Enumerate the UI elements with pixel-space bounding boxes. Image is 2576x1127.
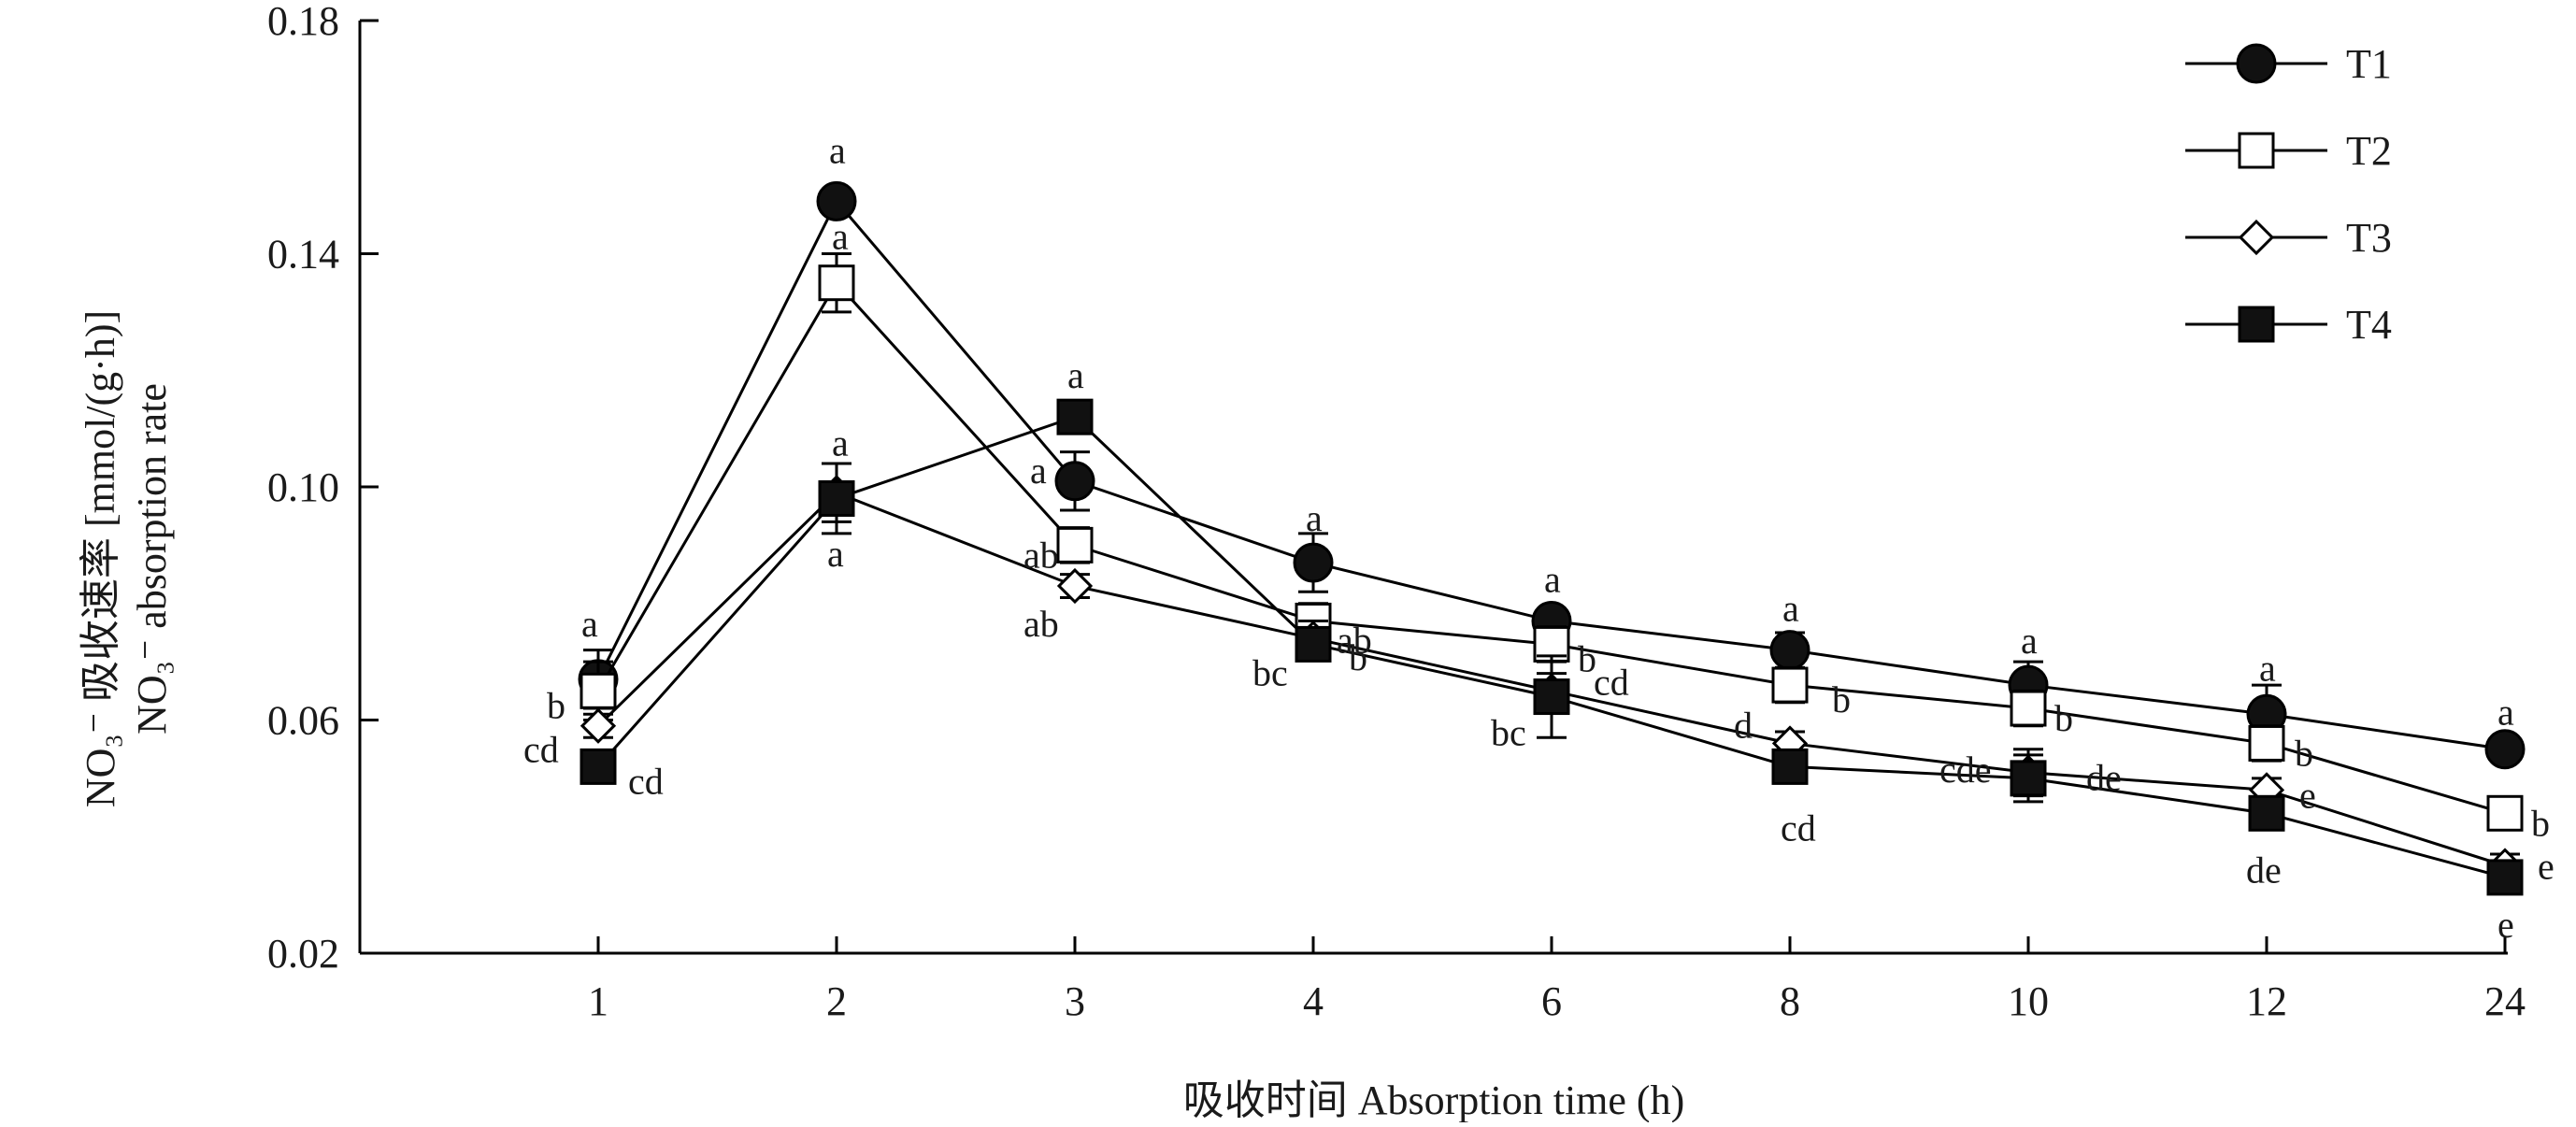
significance-label: a (2021, 620, 2038, 662)
data-point (1293, 542, 1334, 583)
series-T2 (580, 252, 2524, 832)
significance-label: a (1782, 588, 1799, 630)
x-axis-title: 吸收时间 Absorption time (h) (1183, 1077, 1685, 1122)
x-tick-label: 24 (2484, 978, 2526, 1024)
legend-label: T1 (2346, 41, 2392, 87)
significance-label: b (547, 684, 565, 726)
significance-label: e (2538, 845, 2555, 887)
data-point (580, 748, 617, 785)
y-axis-title-line2: NO₃⁻ absorption rate (129, 383, 175, 735)
legend-label: T4 (2346, 302, 2392, 348)
legend-item-T1: T1 (2185, 41, 2392, 87)
data-point (2484, 729, 2526, 770)
significance-label: cd (1594, 661, 1629, 703)
significance-label: a (2497, 692, 2514, 734)
significance-label: cd (628, 760, 664, 802)
significance-label: a (1030, 449, 1047, 492)
significance-label: ab (1023, 534, 1059, 576)
data-point (1771, 748, 1809, 785)
x-tick-label: 2 (826, 978, 847, 1024)
significance-label: de (2086, 757, 2122, 799)
legend-marker (2238, 219, 2275, 256)
significance-label: cde (1939, 749, 1992, 791)
data-point (1771, 666, 1809, 704)
data-point (1533, 678, 1570, 716)
significance-label: b (2054, 697, 2073, 739)
data-point (580, 707, 617, 744)
significance-label: cd (1781, 806, 1816, 849)
series-T4 (580, 398, 2524, 896)
data-point (1056, 398, 1094, 435)
significance-label: de (2246, 849, 2282, 891)
y-tick-label: 0.02 (267, 931, 339, 977)
significance-label: b (1349, 636, 1367, 678)
data-point (2486, 859, 2524, 896)
y-tick-label: 0.10 (267, 464, 339, 510)
significance-label: a (832, 421, 849, 464)
legend-item-T3: T3 (2185, 215, 2392, 261)
significance-label: e (2299, 774, 2316, 816)
legend-marker (2238, 132, 2275, 169)
significance-label: bc (1491, 712, 1526, 754)
x-tick-label: 4 (1303, 978, 1324, 1024)
significance-label: a (827, 533, 844, 575)
significance-label: a (1544, 558, 1561, 600)
axes (358, 21, 2508, 955)
x-tick-label: 3 (1065, 978, 1085, 1024)
x-ticks: 1 2 3 4 6 8 10 12 24 (588, 936, 2526, 1024)
significance-label: a (1306, 497, 1323, 539)
data-point (2248, 794, 2285, 832)
data-point (2010, 690, 2047, 727)
significance-label: cd (523, 729, 559, 771)
significance-label: a (581, 603, 598, 645)
y-axis-title-line1: NO₃⁻ 吸收速率 [mmol/(g·h)] (78, 310, 123, 807)
data-point (1295, 625, 1332, 663)
x-tick-label: 1 (588, 978, 608, 1024)
x-tick-label: 6 (1541, 978, 1562, 1024)
data-point (816, 180, 857, 221)
x-tick-label: 8 (1780, 978, 1800, 1024)
data-point (1056, 567, 1094, 605)
significance-label: d (1734, 704, 1753, 746)
data-point (2486, 794, 2524, 832)
legend-label: T2 (2346, 128, 2392, 174)
significance-label: a (832, 216, 849, 258)
data-point (2010, 760, 2047, 797)
series-layer (578, 180, 2526, 896)
significance-label: bc (1252, 651, 1288, 693)
significance-label: e (2497, 904, 2514, 946)
data-point (818, 479, 855, 517)
y-tick-label: 0.18 (267, 0, 339, 44)
significance-label: ab (1337, 619, 1372, 661)
data-point (580, 672, 617, 709)
legend-item-T4: T4 (2185, 302, 2392, 348)
significance-label: b (1578, 637, 1596, 679)
legend-item-T2: T2 (2185, 128, 2392, 174)
data-point (2248, 724, 2285, 762)
data-point (1769, 630, 1810, 671)
significance-label: a (2259, 647, 2276, 689)
significance-label: b (1832, 678, 1851, 720)
x-tick-label: 10 (2008, 978, 2049, 1024)
legend-label: T3 (2346, 215, 2392, 261)
significance-label: a (1067, 354, 1084, 396)
legend-marker (2236, 43, 2277, 84)
x-tick-label: 12 (2246, 978, 2287, 1024)
significance-label: a (829, 129, 846, 171)
legend-marker (2238, 306, 2275, 343)
y-tick-label: 0.14 (267, 232, 339, 278)
y-tick-label: 0.06 (267, 698, 339, 744)
significance-label: ab (1023, 603, 1059, 645)
significance-label: b (2531, 802, 2550, 844)
y-ticks: 0.02 0.06 0.10 0.14 0.18 (267, 0, 379, 977)
data-point (1054, 461, 1095, 502)
data-point (818, 264, 855, 302)
significance-label: b (2295, 732, 2313, 774)
data-point (1056, 526, 1094, 564)
legend: T1 T2 T3 T4 (2185, 41, 2392, 348)
